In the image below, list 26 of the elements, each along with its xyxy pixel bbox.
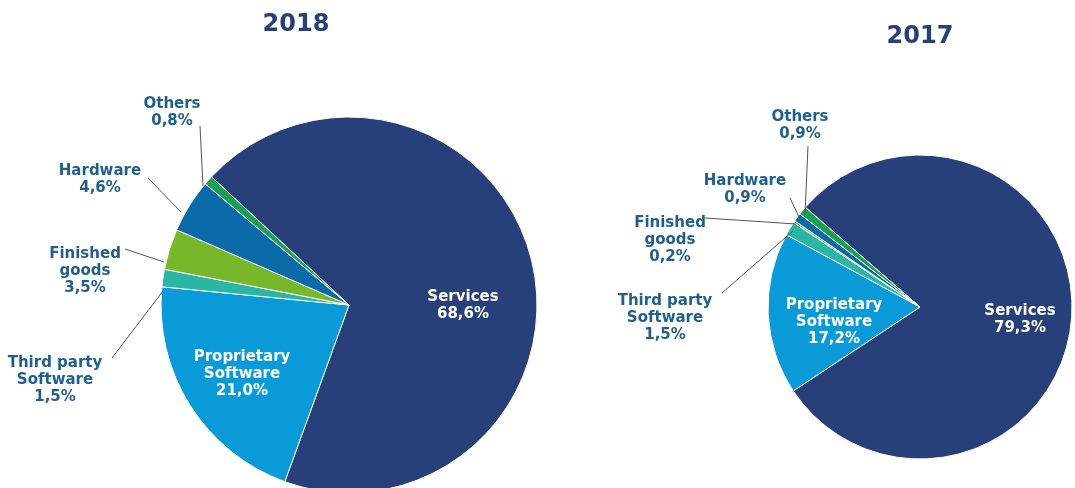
data-label: 0,9% xyxy=(724,188,766,206)
data-label: 3,5% xyxy=(64,278,106,296)
slice-label: Finished goods xyxy=(634,213,706,248)
slice-label: Finished goods xyxy=(49,244,121,279)
slice-label: Proprietary Software xyxy=(193,347,291,382)
data-label: 79,3% xyxy=(993,318,1047,336)
slice-label: Proprietary Software xyxy=(785,295,883,330)
data-label: 4,6% xyxy=(79,178,121,196)
data-label: 1,5% xyxy=(34,387,76,405)
chart-title: 2017 xyxy=(886,21,954,49)
data-label: 0,9% xyxy=(779,124,821,142)
slice-label: Hardware xyxy=(58,161,142,179)
chart-title: 2018 xyxy=(262,9,330,37)
data-label: 68,6% xyxy=(436,304,490,322)
data-label: 0,8% xyxy=(151,111,193,129)
data-label: 0,2% xyxy=(649,247,691,265)
slice-label: Services xyxy=(984,301,1056,319)
slice-label: Third party Software xyxy=(7,353,103,388)
data-label: 1,5% xyxy=(644,325,686,343)
slice-label: Others xyxy=(143,94,201,112)
data-label: 17,2% xyxy=(807,329,861,347)
data-label: 21,0% xyxy=(215,381,269,399)
slice-label: Hardware xyxy=(703,171,787,189)
slice-label: Services xyxy=(427,287,499,305)
slice-label: Third party Software xyxy=(617,291,713,326)
slice-label: Others xyxy=(771,107,829,125)
